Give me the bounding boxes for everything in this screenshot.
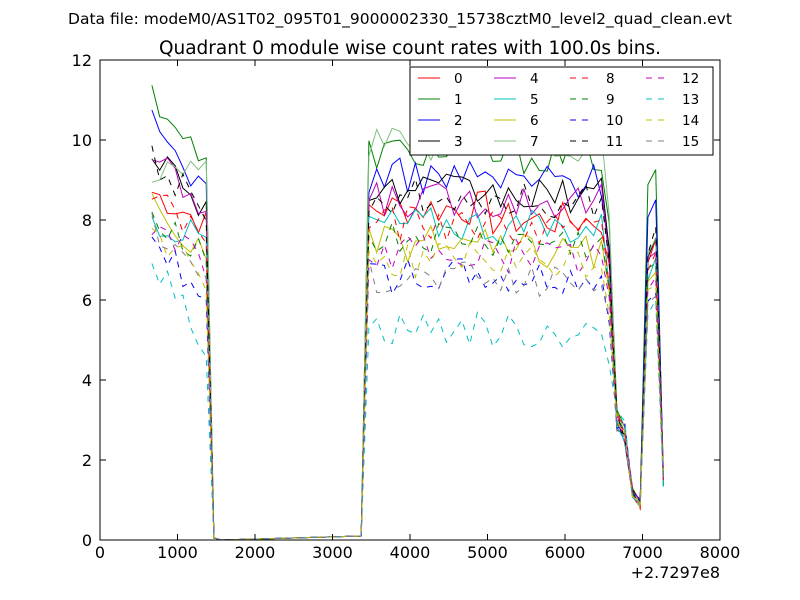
y-tick-label: 12 — [72, 51, 92, 70]
x-tick-label: 1000 — [157, 543, 198, 562]
legend-label-15: 15 — [682, 134, 699, 150]
x-tick-label: 7000 — [622, 543, 663, 562]
series-line-12 — [151, 226, 664, 541]
legend-label-10: 10 — [606, 113, 623, 129]
legend-label-9: 9 — [606, 92, 615, 108]
series-layer — [151, 85, 664, 541]
x-tick-label: 5000 — [467, 543, 508, 562]
legend-label-8: 8 — [606, 71, 615, 87]
series-line-14 — [151, 228, 664, 541]
x-tick-label: 6000 — [545, 543, 586, 562]
y-tick-label: 10 — [72, 131, 92, 150]
series-line-3 — [151, 156, 664, 541]
legend-label-3: 3 — [454, 134, 463, 150]
ticks-layer: 0 1000 2000 3000 4000 5000 6000 7000 80000246810… — [72, 51, 741, 562]
y-tick-label: 2 — [82, 451, 92, 470]
series-line-10 — [151, 236, 664, 541]
legend-label-1: 1 — [454, 92, 463, 108]
legend-label-6: 6 — [530, 113, 539, 129]
x-tick-label: 2000 — [235, 543, 276, 562]
legend-label-13: 13 — [682, 92, 699, 108]
series-line-11 — [151, 145, 664, 541]
series-line-15 — [151, 213, 664, 541]
legend-label-2: 2 — [454, 113, 463, 129]
y-tick-label: 8 — [82, 211, 92, 230]
legend-frame — [409, 66, 714, 156]
legend-label-14: 14 — [682, 113, 699, 129]
x-tick-label: 8000 — [700, 543, 741, 562]
chart-supertitle: Data file: modeM0/AS1T02_095T01_90000023… — [68, 10, 732, 29]
y-tick-label: 6 — [82, 291, 92, 310]
legend-label-7: 7 — [530, 134, 539, 150]
y-tick-label: 0 — [82, 531, 92, 550]
x-tick-label: 3000 — [312, 543, 353, 562]
x-tick-label: 4000 — [390, 543, 431, 562]
x-tick-label: 0 — [95, 543, 105, 562]
series-line-13 — [151, 263, 664, 541]
series-line-5 — [151, 206, 664, 541]
series-line-4 — [151, 157, 664, 541]
x-offset-label: +2.7297e8 — [631, 563, 720, 582]
series-line-2 — [151, 109, 664, 541]
legend-label-11: 11 — [606, 134, 623, 150]
legend-label-4: 4 — [530, 71, 539, 87]
legend-label-0: 0 — [454, 71, 463, 87]
chart-title: Quadrant 0 module wise count rates with … — [159, 38, 661, 59]
legend-label-12: 12 — [682, 71, 699, 87]
y-tick-label: 4 — [82, 371, 92, 390]
series-line-0 — [151, 190, 664, 541]
legend-label-5: 5 — [530, 92, 539, 108]
